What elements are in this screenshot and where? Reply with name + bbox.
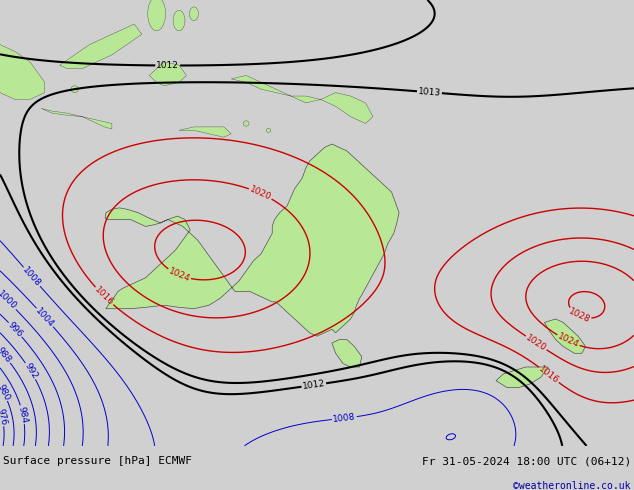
Text: 1016: 1016 — [537, 364, 560, 386]
Text: 1024: 1024 — [556, 332, 580, 350]
Text: 1004: 1004 — [34, 306, 56, 329]
Polygon shape — [173, 10, 185, 31]
Polygon shape — [332, 340, 362, 367]
Polygon shape — [231, 75, 373, 123]
Polygon shape — [148, 0, 165, 31]
Text: 1013: 1013 — [418, 87, 441, 98]
Polygon shape — [190, 7, 198, 21]
Text: Fr 31-05-2024 18:00 UTC (06+12): Fr 31-05-2024 18:00 UTC (06+12) — [422, 456, 631, 466]
Text: 1000: 1000 — [0, 290, 18, 312]
Text: 980: 980 — [0, 383, 11, 402]
Text: 1012: 1012 — [156, 61, 179, 70]
Polygon shape — [243, 121, 249, 126]
Text: 996: 996 — [6, 320, 24, 339]
Text: 1020: 1020 — [524, 333, 548, 353]
Polygon shape — [0, 31, 45, 99]
Polygon shape — [41, 108, 112, 129]
Polygon shape — [60, 24, 142, 69]
Text: 976: 976 — [0, 408, 8, 426]
Polygon shape — [266, 128, 271, 132]
Text: 1020: 1020 — [248, 185, 273, 202]
Text: 1028: 1028 — [567, 307, 592, 324]
Text: 1008: 1008 — [332, 412, 356, 424]
Text: 992: 992 — [22, 361, 39, 381]
Polygon shape — [105, 144, 399, 336]
Polygon shape — [149, 62, 186, 86]
Text: 1024: 1024 — [167, 267, 191, 284]
Text: 984: 984 — [16, 405, 29, 424]
Text: 1016: 1016 — [93, 285, 115, 307]
Text: 1008: 1008 — [21, 265, 42, 288]
Polygon shape — [179, 127, 231, 137]
Text: 1012: 1012 — [302, 379, 326, 391]
Polygon shape — [496, 367, 548, 388]
Text: ©weatheronline.co.uk: ©weatheronline.co.uk — [514, 481, 631, 490]
Polygon shape — [545, 319, 586, 353]
Polygon shape — [71, 86, 79, 93]
Text: Surface pressure [hPa] ECMWF: Surface pressure [hPa] ECMWF — [3, 456, 192, 466]
Text: 988: 988 — [0, 346, 13, 365]
